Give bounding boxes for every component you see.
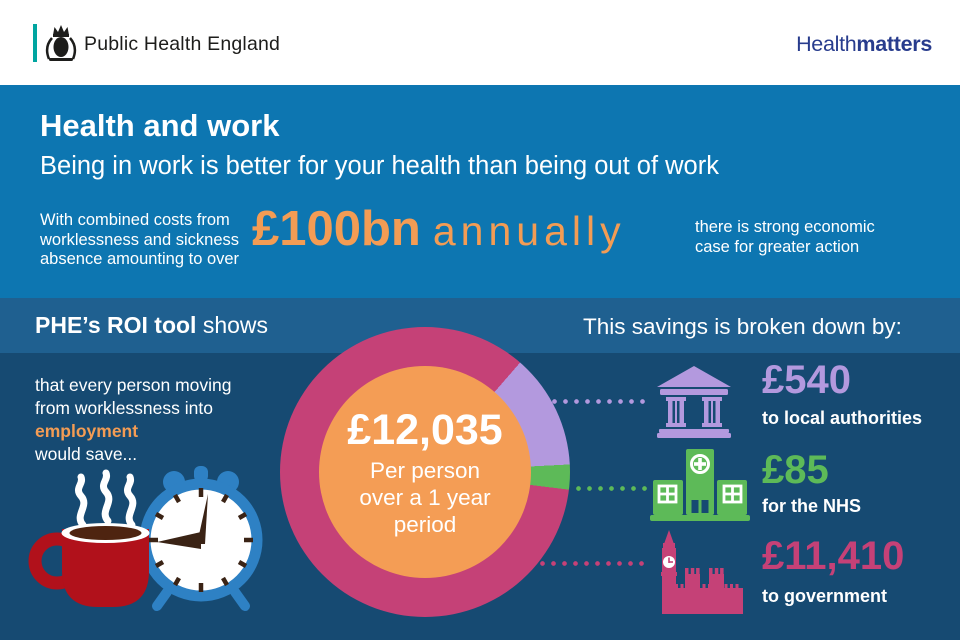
cost-context-left: With combined costs from worklessness an… bbox=[40, 211, 239, 270]
label-nhs: for the NHS bbox=[762, 496, 861, 516]
intro-line: would save... bbox=[35, 444, 138, 464]
intro-line: from worklessness into bbox=[35, 398, 213, 418]
wordmark-bold: matters bbox=[856, 32, 932, 56]
amount-government: £11,410 bbox=[762, 534, 905, 578]
hero-section: Health and work Being in work is better … bbox=[0, 85, 960, 298]
savings-breakdown-heading: This savings is broken down by: bbox=[583, 314, 902, 339]
label-local-authorities: to local authorities bbox=[762, 408, 923, 428]
alarm-clock-icon bbox=[139, 466, 263, 611]
roi-tool-heading: PHE’s ROI tool shows bbox=[35, 312, 268, 339]
annual-cost-figure: £100bn annually bbox=[252, 201, 626, 257]
brand-name: Public Health England bbox=[84, 33, 281, 55]
intro-highlight: employment bbox=[35, 421, 139, 441]
royal-crest-icon bbox=[45, 25, 77, 61]
cost-amount-suffix: annually bbox=[432, 208, 626, 254]
steam-icon bbox=[74, 469, 137, 529]
amount-local-authorities: £540 bbox=[762, 358, 851, 402]
parliament-icon bbox=[661, 530, 743, 614]
cost-left-line: With combined costs from bbox=[40, 211, 230, 229]
health-matters-wordmark: Healthmatters bbox=[796, 32, 932, 57]
roi-heading-rest: shows bbox=[196, 312, 269, 338]
coffee-mug-icon bbox=[28, 523, 150, 607]
donut-center: £12,035 Per person over a 1 year period bbox=[319, 366, 531, 578]
cost-right-line: case for greater action bbox=[695, 237, 860, 256]
cost-left-line: worklessness and sickness bbox=[40, 230, 239, 249]
intro-line: that every person moving bbox=[35, 375, 232, 395]
brand-accent-bar bbox=[33, 24, 37, 62]
roi-heading-bold: PHE’s ROI tool bbox=[35, 312, 197, 338]
local-authority-building-icon bbox=[657, 366, 731, 438]
page-title: Health and work bbox=[40, 108, 280, 143]
connector-government bbox=[537, 561, 649, 566]
cost-left-line: absence amounting to over bbox=[40, 250, 240, 268]
connector-local-authorities bbox=[549, 399, 649, 404]
label-government: to government bbox=[762, 586, 888, 606]
coffee-and-clock-illustration bbox=[28, 466, 263, 611]
donut-center-label: Per person bbox=[369, 457, 481, 483]
cost-right-line: there is strong economic bbox=[695, 218, 875, 236]
cost-amount-value: £100bn bbox=[252, 202, 421, 256]
connector-nhs bbox=[573, 486, 648, 491]
nhs-hospital-icon bbox=[650, 449, 750, 521]
donut-center-label: period bbox=[393, 511, 457, 537]
donut-center-value: £12,035 bbox=[347, 405, 503, 454]
page-subtitle: Being in work is better for your health … bbox=[40, 152, 719, 180]
amount-nhs: £85 bbox=[762, 448, 829, 492]
roi-intro-text: that every person moving from worklessne… bbox=[35, 374, 232, 466]
wordmark-regular: Health bbox=[796, 32, 857, 56]
donut-center-label: over a 1 year bbox=[359, 484, 491, 510]
header: Public Health England Healthmatters bbox=[0, 0, 960, 85]
cost-context-right: there is strong economic case for greate… bbox=[695, 218, 875, 257]
